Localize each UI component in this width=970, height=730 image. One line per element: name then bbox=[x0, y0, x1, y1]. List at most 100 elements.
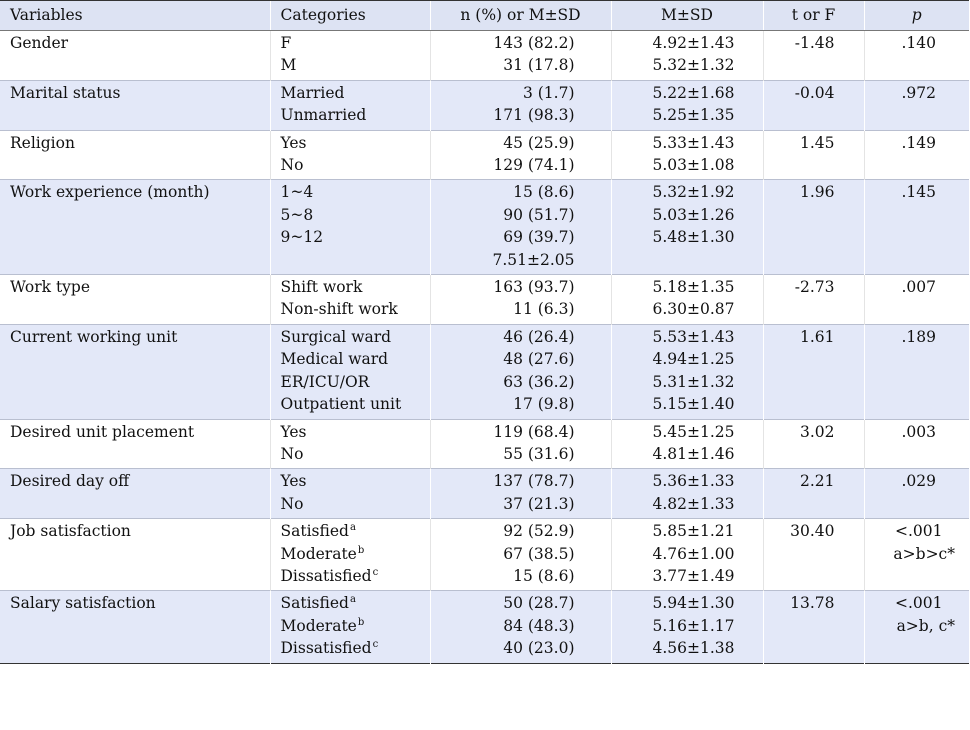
header-categories: Categories bbox=[269, 0, 430, 31]
statistics-table: Variables Categories n (%) or M±SD M±SD … bbox=[0, 0, 969, 664]
category-item: ER/ICU/OR bbox=[281, 371, 420, 393]
category-label: Satisfied bbox=[280, 522, 349, 541]
t-or-f-value: 30.40 bbox=[790, 522, 835, 541]
variable-name: Desired day off bbox=[10, 472, 130, 491]
category-label: 9~12 bbox=[280, 228, 324, 247]
category-item: 9~12 bbox=[281, 226, 420, 248]
n-percent-value: 17 (9.8) bbox=[513, 395, 575, 414]
p-value: .007 bbox=[901, 278, 936, 297]
t-or-f-cell: 30.40 bbox=[762, 518, 864, 591]
msd-value: 4.81±1.46 bbox=[652, 444, 735, 463]
p-value: .140 bbox=[901, 34, 936, 52]
posthoc-value: a>b, c* bbox=[896, 616, 955, 635]
category-item: Surgical ward bbox=[281, 326, 420, 348]
table-row: Job satisfaction Satisfieda Moderateb Dissa… bbox=[0, 518, 969, 591]
header-variables: Variables bbox=[0, 0, 270, 31]
msd-value: 5.33±1.43 bbox=[652, 133, 735, 152]
category-item: Non-shift work bbox=[281, 298, 420, 320]
t-or-f-value: 13.78 bbox=[790, 594, 835, 613]
t-or-f-cell: 1.61 bbox=[762, 324, 864, 419]
category-item: Dissatisfiedc bbox=[281, 565, 420, 587]
p-value: .149 bbox=[901, 133, 936, 152]
header-t-or-f: t or F bbox=[762, 0, 864, 31]
category-item: Moderateb bbox=[281, 615, 420, 637]
n-percent-value: 37 (21.3) bbox=[503, 494, 575, 513]
category-label: Moderate bbox=[280, 544, 357, 563]
t-or-f-value: 3.02 bbox=[799, 422, 835, 441]
category-marker: b bbox=[357, 544, 365, 556]
msd-value: 5.94±1.30 bbox=[652, 594, 735, 613]
msd-value: 5.53±1.43 bbox=[652, 327, 735, 346]
variable-cell: Work type bbox=[0, 275, 270, 325]
p-value: .003 bbox=[901, 422, 936, 441]
header-p: p bbox=[863, 0, 969, 31]
msd-value: 5.18±1.35 bbox=[652, 278, 735, 297]
t-or-f-cell: 3.02 bbox=[762, 419, 864, 469]
category-label: Outpatient unit bbox=[280, 395, 402, 414]
msd-value: 5.45±1.25 bbox=[652, 422, 735, 441]
msd-cell: 4.92±1.43 5.32±1.32 bbox=[610, 30, 763, 81]
category-label: Satisfied bbox=[280, 594, 349, 613]
category-item: Satisfieda bbox=[281, 520, 420, 542]
variable-name: Job satisfaction bbox=[10, 522, 131, 541]
n-percent-value: 84 (48.3) bbox=[503, 616, 575, 635]
msd-cell: 5.33±1.43 5.03±1.08 bbox=[610, 130, 763, 180]
variable-cell: Job satisfaction bbox=[0, 519, 270, 591]
posthoc-value: a>b>c* bbox=[893, 544, 955, 563]
categories-cell: Shift work Non-shift work bbox=[269, 274, 430, 325]
t-or-f-value: 1.61 bbox=[799, 327, 835, 346]
n-percent-value: 69 (39.7) bbox=[503, 228, 575, 247]
msd-value: 5.36±1.33 bbox=[652, 472, 735, 491]
category-item: Outpatient unit bbox=[281, 393, 420, 415]
variable-name: Salary satisfaction bbox=[10, 594, 156, 613]
header-n-percent: n (%) or M±SD bbox=[429, 0, 611, 31]
category-item: No bbox=[281, 493, 420, 515]
category-label: Married bbox=[280, 83, 345, 102]
n-percent-cell: 92 (52.9) 67 (38.5) 15 (8.6) bbox=[429, 518, 611, 591]
variable-name: Work type bbox=[10, 278, 91, 297]
category-item: Medical ward bbox=[281, 348, 420, 370]
n-percent-value: 31 (17.8) bbox=[503, 56, 575, 75]
category-item: Yes bbox=[281, 421, 420, 443]
category-label: Dissatisfied bbox=[280, 639, 372, 658]
category-item: Married bbox=[281, 82, 420, 104]
category-label: F bbox=[280, 34, 292, 52]
table-row: Salary satisfaction Satisfieda Moderateb Di… bbox=[0, 590, 969, 664]
msd-cell: 5.85±1.21 4.76±1.00 3.77±1.49 bbox=[610, 518, 763, 591]
variable-cell: Desired unit placement bbox=[0, 419, 270, 469]
category-label: 5~8 bbox=[280, 205, 314, 224]
category-item: M bbox=[281, 54, 420, 76]
category-label: Non-shift work bbox=[280, 300, 398, 319]
categories-cell: 1~4 5~8 9~12 bbox=[269, 179, 430, 275]
category-marker: c bbox=[372, 639, 379, 651]
msd-cell: 5.22±1.68 5.25±1.35 bbox=[610, 80, 763, 131]
msd-value: 5.31±1.32 bbox=[652, 372, 735, 391]
t-or-f-value: -2.73 bbox=[794, 278, 835, 297]
msd-value: 3.77±1.49 bbox=[652, 566, 735, 585]
n-percent-value: 7.51±2.05 bbox=[492, 250, 575, 269]
categories-cell: Yes No bbox=[269, 130, 430, 180]
category-label: Yes bbox=[280, 133, 307, 152]
msd-value: 5.32±1.92 bbox=[652, 183, 735, 202]
msd-value: 5.15±1.40 bbox=[652, 395, 735, 414]
variable-cell: Salary satisfaction bbox=[0, 591, 270, 663]
t-or-f-value: 1.96 bbox=[799, 183, 835, 202]
category-label: Yes bbox=[280, 472, 307, 491]
n-percent-value: 3 (1.7) bbox=[522, 83, 575, 102]
msd-value: 4.76±1.00 bbox=[652, 544, 735, 563]
n-percent-value: 50 (28.7) bbox=[503, 594, 575, 613]
variable-cell: Current working unit bbox=[0, 324, 270, 419]
table-row: Work type Shift work Non-shift work 163 (93… bbox=[0, 274, 969, 325]
p-cell: <.001 a>b, c* bbox=[863, 590, 969, 664]
categories-cell: Surgical ward Medical ward ER/ICU/OR Outpat… bbox=[269, 324, 430, 419]
n-percent-value: 45 (25.9) bbox=[503, 133, 575, 152]
category-item: 1~4 bbox=[281, 181, 420, 203]
n-percent-cell: 119 (68.4) 55 (31.6) bbox=[429, 419, 611, 469]
category-marker: a bbox=[349, 522, 356, 534]
t-or-f-cell: -0.04 bbox=[762, 80, 864, 131]
category-label: No bbox=[280, 444, 304, 463]
n-percent-cell: 163 (93.7) 11 (6.3) bbox=[429, 274, 611, 325]
n-percent-value: 15 (8.6) bbox=[513, 183, 575, 202]
p-cell: .029 bbox=[863, 468, 969, 519]
n-percent-value: 119 (68.4) bbox=[493, 422, 575, 441]
